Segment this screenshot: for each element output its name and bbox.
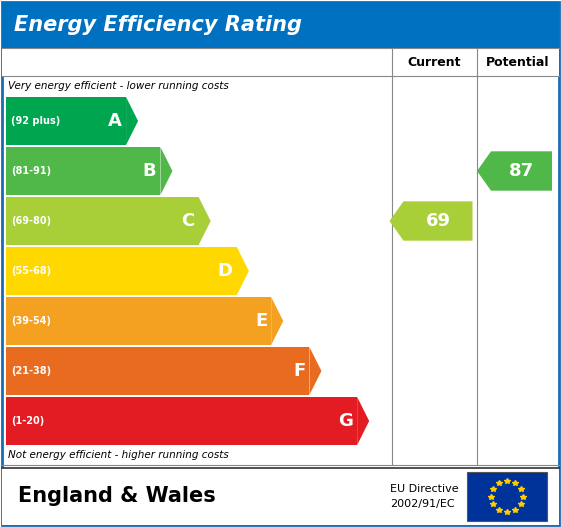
Text: Current: Current (408, 55, 461, 69)
Polygon shape (199, 197, 210, 245)
Text: Potential: Potential (486, 55, 550, 69)
Text: Very energy efficient - lower running costs: Very energy efficient - lower running co… (8, 81, 229, 91)
Text: England & Wales: England & Wales (18, 486, 216, 506)
Bar (6, 397, 357, 445)
Text: (55-68): (55-68) (11, 266, 51, 276)
Bar (6, 247, 237, 295)
Text: (21-38): (21-38) (11, 366, 51, 376)
Text: (1-20): (1-20) (11, 416, 44, 426)
Text: (81-91): (81-91) (11, 166, 51, 176)
Bar (6, 347, 310, 395)
Bar (6, 197, 199, 245)
Bar (467, 472, 547, 521)
Text: B: B (143, 162, 157, 180)
Text: 2002/91/EC: 2002/91/EC (390, 500, 454, 510)
Text: (92 plus): (92 plus) (11, 116, 60, 126)
Polygon shape (389, 201, 472, 241)
Text: F: F (293, 362, 305, 380)
Polygon shape (126, 97, 138, 145)
Bar (2, 468, 559, 525)
Polygon shape (357, 397, 369, 445)
Bar (2, 48, 559, 76)
Polygon shape (310, 347, 321, 395)
Text: C: C (181, 212, 195, 230)
Bar (6, 147, 160, 195)
Text: A: A (108, 112, 122, 130)
Text: G: G (338, 412, 353, 430)
Text: 69: 69 (425, 212, 450, 230)
Polygon shape (160, 147, 172, 195)
Text: EU Directive: EU Directive (390, 483, 459, 493)
Polygon shape (271, 297, 283, 345)
Text: (39-54): (39-54) (11, 316, 51, 326)
Bar (2, 2, 559, 48)
Text: Energy Efficiency Rating: Energy Efficiency Rating (14, 15, 302, 35)
Polygon shape (477, 151, 552, 191)
Text: D: D (218, 262, 233, 280)
Text: (69-80): (69-80) (11, 216, 51, 226)
Text: 87: 87 (509, 162, 534, 180)
Text: E: E (255, 312, 267, 330)
Bar (6, 297, 271, 345)
Bar (6, 97, 126, 145)
Polygon shape (237, 247, 249, 295)
Text: Not energy efficient - higher running costs: Not energy efficient - higher running co… (8, 450, 229, 460)
